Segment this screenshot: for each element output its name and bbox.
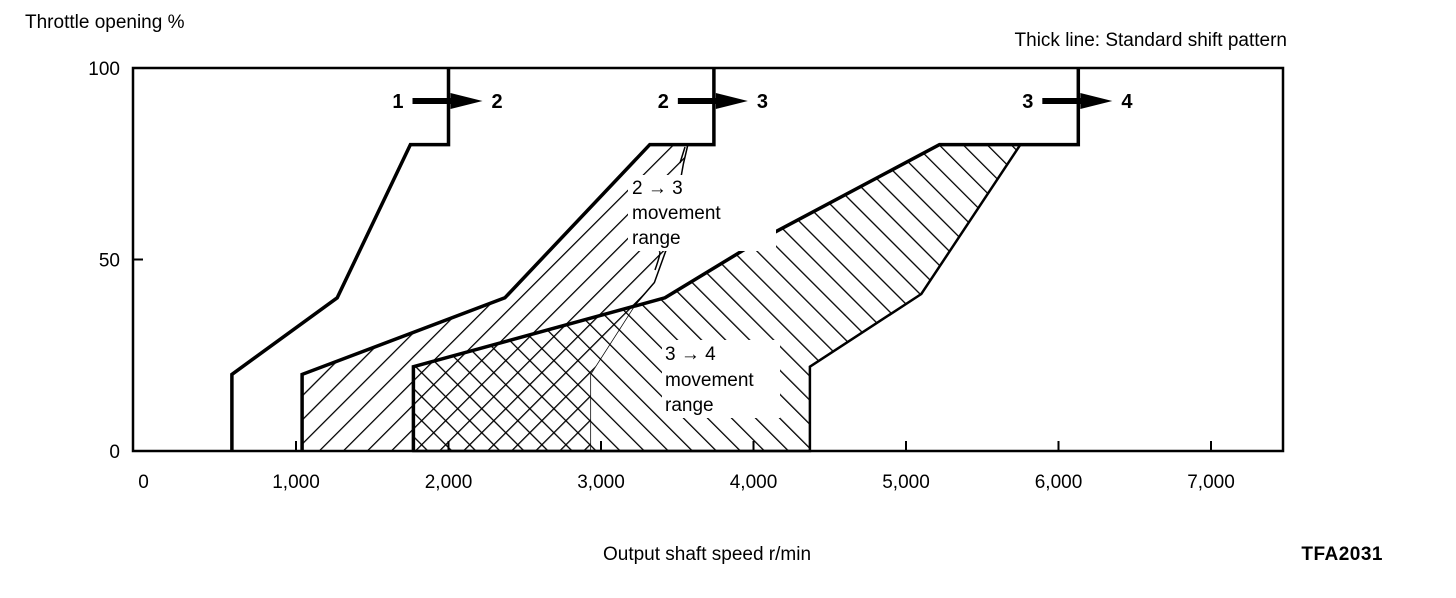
shift-from-label: 1 (392, 91, 403, 113)
shift-to-label: 3 (757, 91, 768, 113)
x-tick-label: 5,000 (882, 472, 930, 493)
x-tick-label: 0 (138, 472, 149, 493)
region-label-2-3: 2 → 3 movement range (628, 146, 776, 271)
y-axis-label: Throttle opening % (25, 12, 185, 33)
x-tick-label: 2,000 (425, 472, 473, 493)
arrow-head-icon (1080, 93, 1113, 109)
arrow-head-icon (450, 93, 483, 109)
shift-to-label: 2 (492, 91, 503, 113)
x-tick-label: 3,000 (577, 472, 625, 493)
shift-to-label: 4 (1121, 91, 1133, 113)
legend-note: Thick line: Standard shift pattern (1015, 30, 1287, 51)
region-label-line: movement (632, 203, 721, 224)
region-overlap-crosshatch (413, 144, 688, 451)
region-label-line: range (632, 228, 681, 249)
axis-ticks (133, 67, 1212, 452)
figure-code: TFA2031 (1301, 544, 1383, 565)
x-tick-label: 6,000 (1035, 472, 1083, 493)
x-tick-label: 7,000 (1187, 472, 1235, 493)
shift-from-label: 3 (1022, 91, 1033, 113)
shift-line-1-2 (230, 68, 451, 451)
y-tick-label: 100 (88, 59, 120, 80)
y-tick-label: 50 (99, 251, 120, 272)
x-tick-label: 4,000 (730, 472, 778, 493)
region-label-line: 2 → 3 (632, 178, 683, 199)
shift-from-label: 2 (658, 91, 669, 113)
region-label-line: 3 → 4 (665, 344, 716, 365)
region-label-3-4: 3 → 4 movement range (662, 340, 780, 418)
region-label-line: range (665, 395, 714, 416)
region-label-line: movement (665, 370, 754, 391)
x-tick-label: 1,000 (272, 472, 320, 493)
x-axis-label: Output shaft speed r/min (603, 544, 811, 565)
arrow-head-icon (715, 93, 748, 109)
shift-line-2-3 (300, 68, 716, 451)
y-tick-label: 0 (109, 442, 120, 463)
